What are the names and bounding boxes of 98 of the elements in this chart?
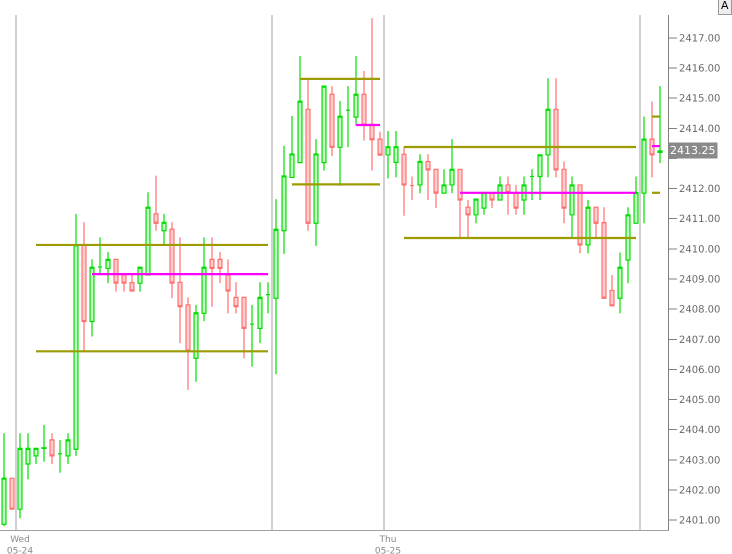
- candlestick: [353, 55, 359, 126]
- y-tick-label: 2402.00: [679, 485, 720, 496]
- candlestick: [305, 78, 311, 232]
- candlestick: [409, 176, 415, 201]
- candlestick: [425, 154, 431, 201]
- candlestick: [401, 146, 407, 216]
- candlestick: [297, 55, 303, 164]
- candlestick: [121, 274, 127, 292]
- candlestick: [169, 222, 175, 299]
- candlestick: [65, 432, 71, 465]
- candlestick: [129, 274, 135, 292]
- y-tick-label: 2412.00: [679, 184, 720, 196]
- candlestick: [17, 432, 23, 519]
- candlestick: [113, 258, 119, 292]
- candlestick: [513, 184, 519, 216]
- candlestick: [633, 176, 639, 224]
- candlestick: [289, 115, 295, 178]
- candlestick: [601, 206, 607, 299]
- candlestick: [337, 100, 343, 186]
- candlestick: [9, 478, 15, 510]
- y-tick-label: 2411.00: [679, 214, 720, 226]
- candlestick: [537, 154, 543, 201]
- y-tick-label: 2416.00: [679, 64, 720, 75]
- candlestick: [281, 145, 287, 255]
- candlestick: [609, 274, 615, 306]
- y-tick-label: 2405.00: [679, 395, 720, 406]
- x-tick-label: Wed 05-24: [6, 534, 34, 554]
- candlestick: [561, 160, 567, 224]
- y-tick-label: 2417.00: [679, 33, 720, 44]
- candlestick: [369, 18, 375, 172]
- candlestick: [321, 86, 327, 172]
- candlestick: [105, 252, 111, 284]
- candlestick: [465, 199, 471, 239]
- candlestick: [241, 296, 247, 359]
- candlestick: [329, 86, 335, 157]
- candlestick: [201, 236, 207, 322]
- candlestick: [617, 252, 623, 314]
- candlestick: [145, 192, 151, 276]
- candlestick: [41, 424, 47, 462]
- candlestick: [449, 138, 455, 194]
- candlestick: [161, 213, 167, 246]
- candlestick: [73, 213, 79, 456]
- candlestick: [505, 176, 511, 216]
- text: 2413.25: [670, 144, 716, 157]
- candlestick: [1, 432, 7, 527]
- candlestick: [33, 448, 39, 465]
- candlestick: [393, 130, 399, 178]
- candlestick: [377, 131, 383, 156]
- candlestick: [593, 206, 599, 239]
- candlestick: [249, 304, 255, 368]
- candlestick: [217, 252, 223, 284]
- candlestick: [657, 86, 663, 164]
- candlestick: [177, 236, 183, 344]
- candlestick: [153, 175, 159, 232]
- candlestick: [417, 154, 423, 194]
- text: A: [721, 0, 729, 12]
- candlestick: [473, 198, 479, 224]
- candlestick: [345, 86, 351, 148]
- y-tick-label: 2407.00: [679, 334, 720, 346]
- candlestick: [273, 198, 279, 375]
- candlestick: [313, 138, 319, 246]
- candlestick: [553, 78, 559, 178]
- candlestick: [577, 184, 583, 254]
- y-tick-label: 2401.00: [679, 516, 720, 527]
- candlestick: [649, 100, 655, 178]
- candlestick: [257, 282, 263, 344]
- candlestick: [529, 168, 535, 201]
- candlestick: [441, 168, 447, 194]
- candlestick: [49, 432, 55, 465]
- y-tick-label: 2403.00: [679, 455, 720, 466]
- candlestick: [185, 296, 191, 390]
- candlestick: [25, 432, 31, 480]
- candlestick: [209, 236, 215, 308]
- candlestick: [233, 282, 239, 314]
- candlestick: [89, 258, 95, 338]
- y-tick-label: 2409.00: [679, 274, 720, 286]
- candlestick: [81, 222, 87, 352]
- candlestick: [225, 258, 231, 314]
- y-tick-label: 2414.00: [679, 124, 720, 135]
- candlestick: [641, 116, 647, 224]
- y-tick-label: 2408.00: [679, 304, 720, 316]
- candlestick: [193, 304, 199, 382]
- candlestick: [545, 78, 551, 178]
- y-tick-label: 2415.00: [679, 94, 720, 105]
- candlestick: [433, 168, 439, 209]
- candlestick: [585, 199, 591, 254]
- candlestick: [265, 282, 271, 314]
- candlestick: [57, 439, 63, 474]
- y-tick-label: 2406.00: [679, 364, 720, 376]
- y-tick-label: 2404.00: [679, 425, 720, 436]
- x-tick-label: Thu 05-25: [374, 534, 402, 554]
- candlestick: [457, 168, 463, 239]
- y-tick-label: 2410.00: [679, 244, 720, 256]
- candlestick: [385, 130, 391, 179]
- candlestick: [625, 206, 631, 284]
- candlestick: [97, 236, 103, 276]
- candlestick: [569, 176, 575, 239]
- candlestick: [361, 70, 367, 142]
